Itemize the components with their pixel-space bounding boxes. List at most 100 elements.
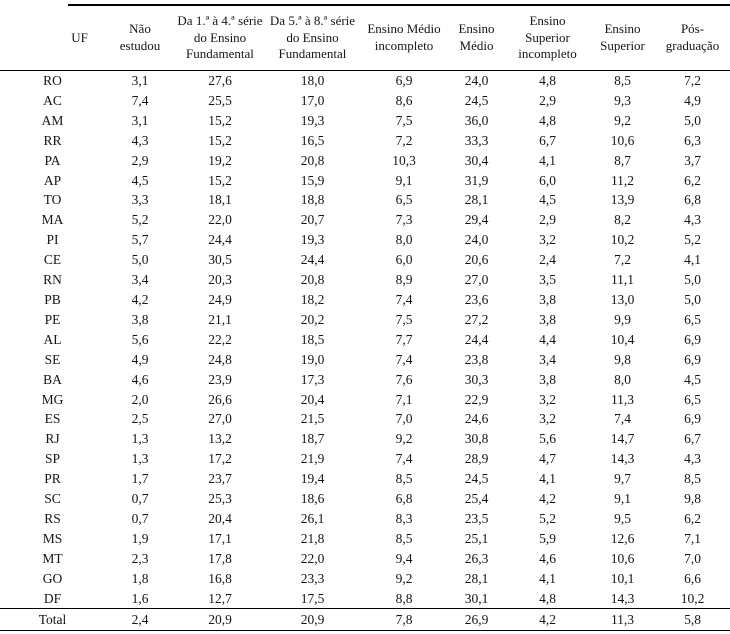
value-cell: 27,6 — [208, 73, 232, 88]
value-cell: 18,8 — [300, 192, 325, 208]
table-row: RS 0,7 20,4 26,1 8,3 23,5 5,2 9,5 6,2 — [0, 509, 730, 529]
value-cell: 19,3 — [300, 112, 325, 128]
value-cell: 6,9 — [684, 331, 701, 347]
value-cell: 7,5 — [395, 112, 413, 128]
value-cell: 18,6 — [300, 491, 325, 507]
value-cell: 4,5 — [684, 371, 701, 387]
value-cell: 4,3 — [684, 212, 701, 228]
uf-cell: PB — [44, 291, 61, 307]
total-value-cell: 11,3 — [590, 608, 655, 632]
value-cell: 14,3 — [610, 451, 635, 467]
value-cell: 8,0 — [614, 371, 631, 387]
uf-cell: AC — [43, 92, 62, 108]
value-cell: 7,2 — [684, 73, 701, 88]
total-value-cell: 4,2 — [505, 608, 590, 632]
value-cell: 7,6 — [395, 371, 413, 387]
value-cell: 17,8 — [208, 550, 232, 566]
value-cell: 8,5 — [684, 471, 701, 487]
value-cell: 2,0 — [131, 391, 149, 407]
value-cell: 3,8 — [539, 371, 556, 387]
table-row: SP 1,3 17,2 21,9 7,4 28,9 4,7 14,3 4,3 — [0, 449, 730, 469]
value-cell: 24,4 — [464, 331, 489, 347]
value-cell: 24,9 — [208, 291, 232, 307]
value-cell: 3,2 — [539, 411, 556, 427]
value-cell: 4,2 — [131, 291, 149, 307]
value-cell: 12,6 — [610, 530, 635, 546]
value-cell: 28,1 — [464, 570, 489, 586]
value-cell: 7,0 — [395, 411, 413, 427]
value-cell: 25,5 — [208, 92, 232, 108]
value-cell: 6,7 — [684, 431, 701, 447]
value-cell: 6,9 — [684, 351, 701, 367]
value-cell: 14,7 — [610, 431, 635, 447]
value-cell: 5,6 — [539, 431, 556, 447]
uf-cell: SE — [44, 351, 61, 367]
value-cell: 6,9 — [395, 73, 413, 88]
uf-cell: AP — [43, 172, 62, 188]
value-cell: 30,3 — [464, 371, 489, 387]
value-cell: 3,8 — [539, 311, 556, 327]
header-row: UF Não estudou Da 1.ª à 4.ª série do Ens… — [0, 6, 730, 71]
value-cell: 16,8 — [208, 570, 232, 586]
value-cell: 18,2 — [300, 291, 325, 307]
value-cell: 11,3 — [610, 391, 635, 407]
value-cell: 24,0 — [464, 73, 489, 88]
value-cell: 10,2 — [610, 232, 635, 248]
value-cell: 7,7 — [395, 331, 413, 347]
value-cell: 8,3 — [395, 510, 413, 526]
value-cell: 30,4 — [464, 152, 489, 168]
value-cell: 9,3 — [614, 92, 631, 108]
value-cell: 1,7 — [131, 471, 149, 487]
value-cell: 7,4 — [395, 291, 413, 307]
value-cell: 17,5 — [300, 590, 325, 606]
value-cell: 11,1 — [610, 272, 635, 288]
uf-cell: AM — [41, 112, 64, 128]
value-cell: 7,0 — [684, 550, 701, 566]
table-row: AP 4,5 15,2 15,9 9,1 31,9 6,0 11,2 6,2 — [0, 171, 730, 191]
table-row: RN 3,4 20,3 20,8 8,9 27,0 3,5 11,1 5,0 — [0, 270, 730, 290]
value-cell: 24,6 — [464, 411, 489, 427]
uf-cell: MS — [42, 530, 63, 546]
uf-cell: MG — [41, 391, 64, 407]
value-cell: 22,0 — [300, 550, 325, 566]
total-value-cell: 2,4 — [105, 608, 175, 632]
uf-cell: RS — [44, 510, 61, 526]
value-cell: 9,4 — [395, 550, 413, 566]
value-cell: 5,0 — [684, 291, 701, 307]
uf-cell: AL — [43, 331, 62, 347]
value-cell: 5,0 — [684, 272, 701, 288]
value-cell: 9,1 — [614, 491, 631, 507]
value-cell: 6,0 — [395, 252, 413, 268]
value-cell: 6,3 — [684, 132, 701, 148]
value-cell: 7,4 — [614, 411, 631, 427]
value-cell: 20,6 — [464, 252, 489, 268]
value-cell: 3,4 — [131, 272, 149, 288]
value-cell: 29,4 — [464, 212, 489, 228]
table-row: MA 5,2 22,0 20,7 7,3 29,4 2,9 8,2 4,3 — [0, 210, 730, 230]
value-cell: 8,2 — [614, 212, 631, 228]
table-row: PA 2,9 19,2 20,8 10,3 30,4 4,1 8,7 3,7 — [0, 151, 730, 171]
value-cell: 25,4 — [464, 491, 489, 507]
value-cell: 4,9 — [684, 92, 701, 108]
uf-cell: SC — [44, 491, 61, 507]
value-cell: 10,4 — [610, 331, 635, 347]
table-row: RO 3,1 27,6 18,0 6,9 24,0 4,8 8,5 7,2 — [0, 71, 730, 91]
value-cell: 6,0 — [539, 172, 556, 188]
value-cell: 23,5 — [464, 510, 489, 526]
value-cell: 13,0 — [610, 291, 635, 307]
value-cell: 4,5 — [131, 172, 149, 188]
value-cell: 15,2 — [208, 132, 232, 148]
value-cell: 24,4 — [208, 232, 232, 248]
value-cell: 5,0 — [684, 112, 701, 128]
value-cell: 23,8 — [464, 351, 489, 367]
value-cell: 9,9 — [614, 311, 631, 327]
value-cell: 1,8 — [131, 570, 149, 586]
education-by-uf-table: UF Não estudou Da 1.ª à 4.ª série do Ens… — [0, 6, 730, 632]
value-cell: 2,9 — [539, 212, 556, 228]
value-cell: 6,5 — [684, 311, 701, 327]
value-cell: 8,7 — [614, 152, 631, 168]
value-cell: 3,1 — [131, 73, 149, 88]
value-cell: 4,6 — [131, 371, 149, 387]
value-cell: 19,3 — [300, 232, 325, 248]
